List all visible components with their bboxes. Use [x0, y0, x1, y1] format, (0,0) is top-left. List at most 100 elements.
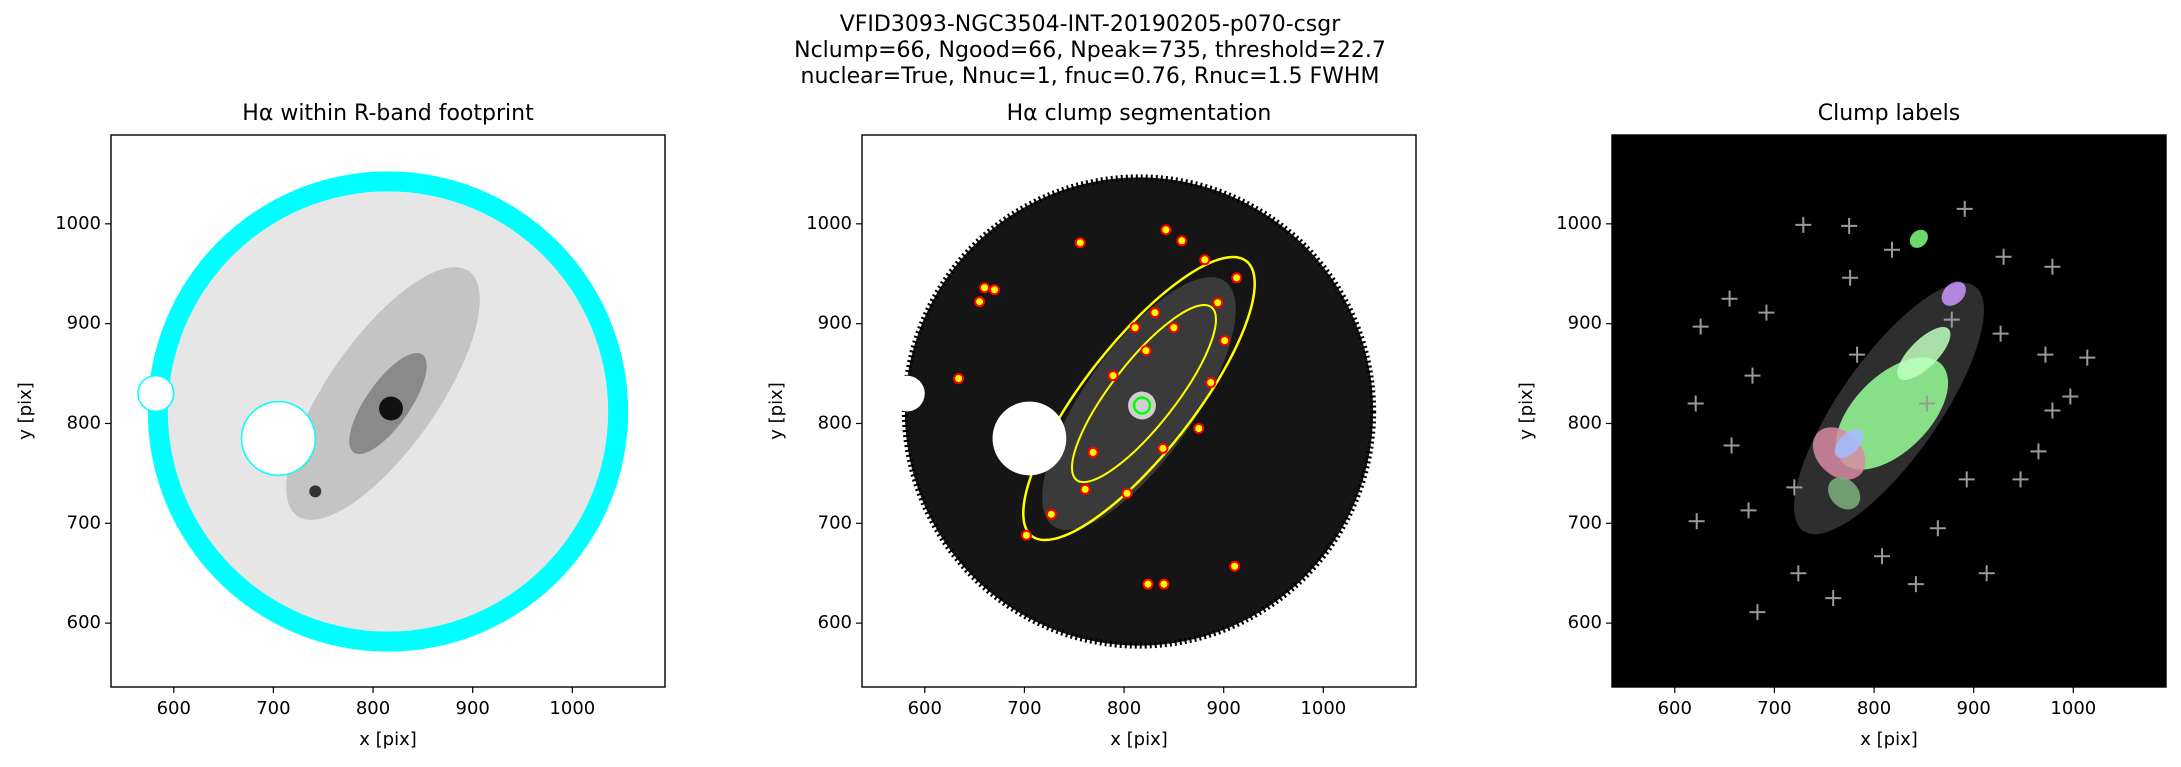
- clump: [979, 282, 991, 294]
- peak: [1786, 479, 1803, 496]
- clump: [974, 296, 986, 308]
- clump: [1160, 224, 1172, 236]
- clump-label-region: [1835, 357, 1949, 470]
- x-tick-label: 1000: [549, 698, 595, 719]
- y-axis-label: y [pix]: [766, 382, 787, 440]
- contour: [1070, 303, 1217, 484]
- x-tick-label: 1000: [1300, 698, 1346, 719]
- clump: [1205, 377, 1217, 389]
- y-tick-label: 1000: [1556, 213, 1602, 234]
- nucleus: [379, 396, 403, 421]
- peak: [1721, 290, 1738, 307]
- x-tick-label: 800: [1857, 698, 1891, 719]
- axes-title: Clump labels: [1818, 101, 1960, 126]
- x-tick-label: 900: [456, 698, 490, 719]
- knot: [309, 485, 322, 498]
- clump: [1121, 487, 1133, 499]
- axes-frame: [110, 134, 666, 688]
- y-tick-label: 1000: [806, 213, 852, 234]
- image-layer: [137, 171, 629, 652]
- nucleus-aperture: [1132, 396, 1152, 415]
- x-tick-label: 800: [1107, 698, 1141, 719]
- peak: [1749, 604, 1766, 621]
- y-tick-label: 600: [67, 612, 101, 633]
- suptitle-line: Nclump=66, Ngood=66, Npeak=735, threshol…: [794, 38, 1386, 63]
- clump: [1045, 508, 1057, 520]
- x-tick-label: 700: [256, 698, 290, 719]
- peak: [2079, 349, 2096, 366]
- y-tick-label: 800: [67, 412, 101, 433]
- peak: [1958, 471, 1975, 488]
- x-tick-label: 700: [1757, 698, 1791, 719]
- x-tick-label: 600: [157, 698, 191, 719]
- x-tick-label: 900: [1207, 698, 1241, 719]
- y-tick-label: 900: [67, 313, 101, 334]
- suptitle-line: VFID3093-NGC3504-INT-20190205-p070-csgr: [840, 12, 1341, 37]
- clump: [1079, 483, 1091, 495]
- nucleus-glow: [1128, 391, 1156, 420]
- clump: [1157, 442, 1169, 454]
- peak: [1842, 269, 1859, 286]
- peak: [2012, 471, 2029, 488]
- peak: [1883, 241, 1900, 258]
- y-axis-label: y [pix]: [1516, 382, 1537, 440]
- axes-frame: [861, 134, 1417, 688]
- peak: [1943, 311, 1960, 328]
- y-tick-label: 600: [1568, 612, 1602, 633]
- clump: [1199, 254, 1211, 266]
- clump: [1087, 446, 1099, 458]
- peak: [2030, 443, 2047, 460]
- clump-label-region: [1834, 428, 1864, 458]
- clump: [1212, 297, 1224, 309]
- clump: [1231, 272, 1243, 284]
- clump-label-region: [1941, 281, 1966, 306]
- image-layer: [1687, 200, 2096, 621]
- peak: [2044, 402, 2061, 419]
- image-layer: [888, 174, 1377, 649]
- clump: [1193, 422, 1205, 434]
- clump: [1107, 370, 1119, 382]
- peak: [1929, 520, 1946, 537]
- peak: [1849, 346, 1866, 363]
- peak: [1918, 395, 1935, 412]
- axes-title: Hα within R-band footprint: [242, 101, 534, 126]
- y-axis-label: y [pix]: [15, 382, 36, 440]
- y-tick-label: 700: [1568, 512, 1602, 533]
- peak: [2037, 346, 2054, 363]
- clump: [1176, 235, 1188, 247]
- clump: [1219, 335, 1231, 347]
- y-tick-label: 900: [1568, 313, 1602, 334]
- clump: [1149, 307, 1161, 319]
- peak: [1758, 304, 1775, 321]
- clump-label-region: [1909, 229, 1928, 248]
- peak: [1723, 437, 1740, 454]
- peak: [1956, 200, 1973, 217]
- y-tick-label: 700: [67, 512, 101, 533]
- y-tick-label: 800: [818, 412, 852, 433]
- galaxy-haze: [1794, 282, 1984, 535]
- peak: [1687, 395, 1704, 412]
- axes-frame: [1611, 134, 2167, 688]
- peak: [1907, 576, 1924, 593]
- peak: [1978, 565, 1995, 582]
- peak: [1992, 325, 2009, 342]
- x-axis-label: x [pix]: [1110, 729, 1168, 750]
- clump: [1168, 322, 1180, 334]
- y-tick-label: 800: [1568, 412, 1602, 433]
- clump: [1074, 237, 1086, 249]
- x-tick-label: 800: [356, 698, 390, 719]
- peak: [2062, 388, 2079, 405]
- x-tick-label: 600: [1658, 698, 1692, 719]
- masked-star: [992, 401, 1067, 476]
- x-axis-label: x [pix]: [1860, 729, 1918, 750]
- peak: [1825, 590, 1842, 607]
- clump: [1229, 560, 1241, 572]
- clump: [1140, 345, 1152, 357]
- x-tick-label: 1000: [2050, 698, 2096, 719]
- clump-label-region: [1897, 327, 1951, 381]
- y-tick-label: 700: [818, 512, 852, 533]
- x-axis-label: x [pix]: [359, 729, 417, 750]
- peak: [1740, 502, 1757, 519]
- peak: [1790, 565, 1807, 582]
